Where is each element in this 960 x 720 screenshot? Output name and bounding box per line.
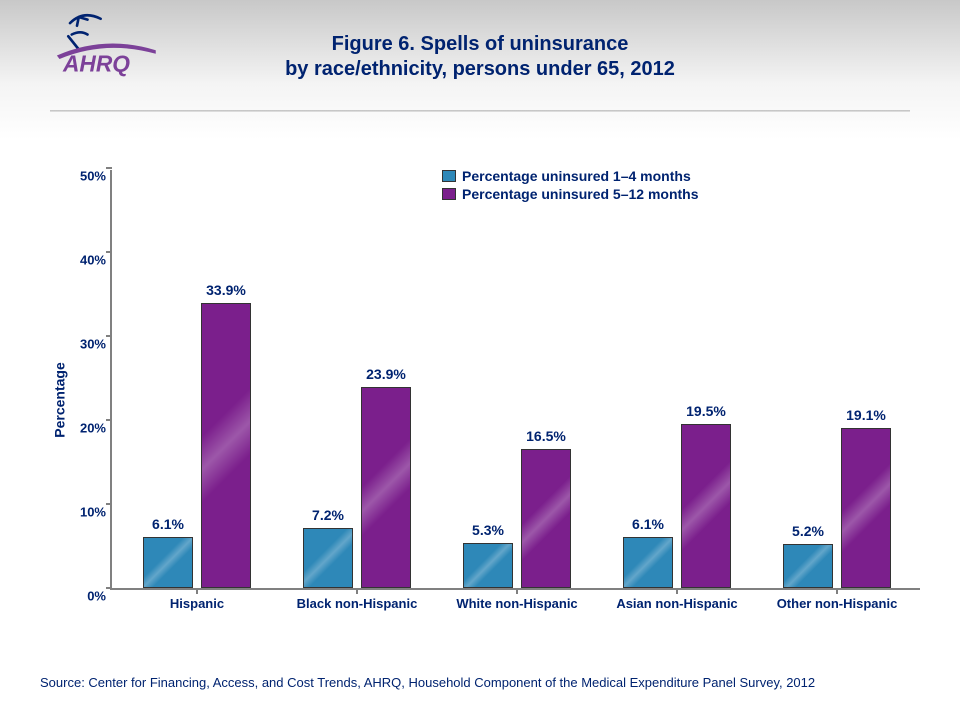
x-tick-mark <box>356 588 358 594</box>
bar: 23.9% <box>361 387 411 588</box>
bar-value-label: 5.2% <box>768 523 848 539</box>
category-label: Other non-Hispanic <box>757 596 917 611</box>
bar: 33.9% <box>201 303 251 588</box>
bar: 19.1% <box>841 428 891 588</box>
y-tick-label: 0% <box>62 589 106 604</box>
bar-value-label: 6.1% <box>608 516 688 532</box>
y-tick-mark <box>106 503 112 505</box>
category-label: Hispanic <box>117 596 277 611</box>
bar-group: 7.2%23.9%Black non-Hispanic <box>277 168 437 588</box>
bar-value-label: 16.5% <box>506 428 586 444</box>
y-tick-mark <box>106 251 112 253</box>
x-tick-mark <box>516 588 518 594</box>
bar: 16.5% <box>521 449 571 588</box>
bar-value-label: 33.9% <box>186 282 266 298</box>
source-citation: Source: Center for Financing, Access, an… <box>40 675 815 690</box>
plot-area: Percentage uninsured 1–4 monthsPercentag… <box>110 170 920 590</box>
y-tick-label: 50% <box>62 169 106 184</box>
bar-value-label: 5.3% <box>448 522 528 538</box>
bar-group: 6.1%33.9%Hispanic <box>117 168 277 588</box>
bar-value-label: 23.9% <box>346 366 426 382</box>
title-line-2: by race/ethnicity, persons under 65, 201… <box>0 57 960 82</box>
category-label: Asian non-Hispanic <box>597 596 757 611</box>
bar-value-label: 6.1% <box>128 516 208 532</box>
x-tick-mark <box>196 588 198 594</box>
y-tick-label: 20% <box>62 421 106 436</box>
x-tick-mark <box>676 588 678 594</box>
y-tick-mark <box>106 167 112 169</box>
bar-value-label: 19.5% <box>666 403 746 419</box>
title-line-1: Figure 6. Spells of uninsurance <box>0 32 960 57</box>
chart-title: Figure 6. Spells of uninsurance by race/… <box>0 32 960 82</box>
category-label: White non-Hispanic <box>437 596 597 611</box>
y-tick-label: 10% <box>62 505 106 520</box>
bar: 5.2% <box>783 544 833 588</box>
bar: 6.1% <box>623 537 673 588</box>
bar: 5.3% <box>463 543 513 588</box>
y-tick-label: 30% <box>62 337 106 352</box>
y-tick-mark <box>106 587 112 589</box>
bar: 19.5% <box>681 424 731 588</box>
bar: 6.1% <box>143 537 193 588</box>
bar-value-label: 19.1% <box>826 407 906 423</box>
bar-value-label: 7.2% <box>288 507 368 523</box>
y-tick-mark <box>106 335 112 337</box>
header-rule <box>50 110 910 112</box>
y-tick-label: 40% <box>62 253 106 268</box>
bar-group: 6.1%19.5%Asian non-Hispanic <box>597 168 757 588</box>
header-band: AHRQ Figure 6. Spells of uninsurance by … <box>0 0 960 140</box>
bar: 7.2% <box>303 528 353 588</box>
x-tick-mark <box>836 588 838 594</box>
y-tick-mark <box>106 419 112 421</box>
bar-group: 5.2%19.1%Other non-Hispanic <box>757 168 917 588</box>
bar-group: 5.3%16.5%White non-Hispanic <box>437 168 597 588</box>
category-label: Black non-Hispanic <box>277 596 437 611</box>
chart: Percentage Percentage uninsured 1–4 mont… <box>40 170 920 630</box>
